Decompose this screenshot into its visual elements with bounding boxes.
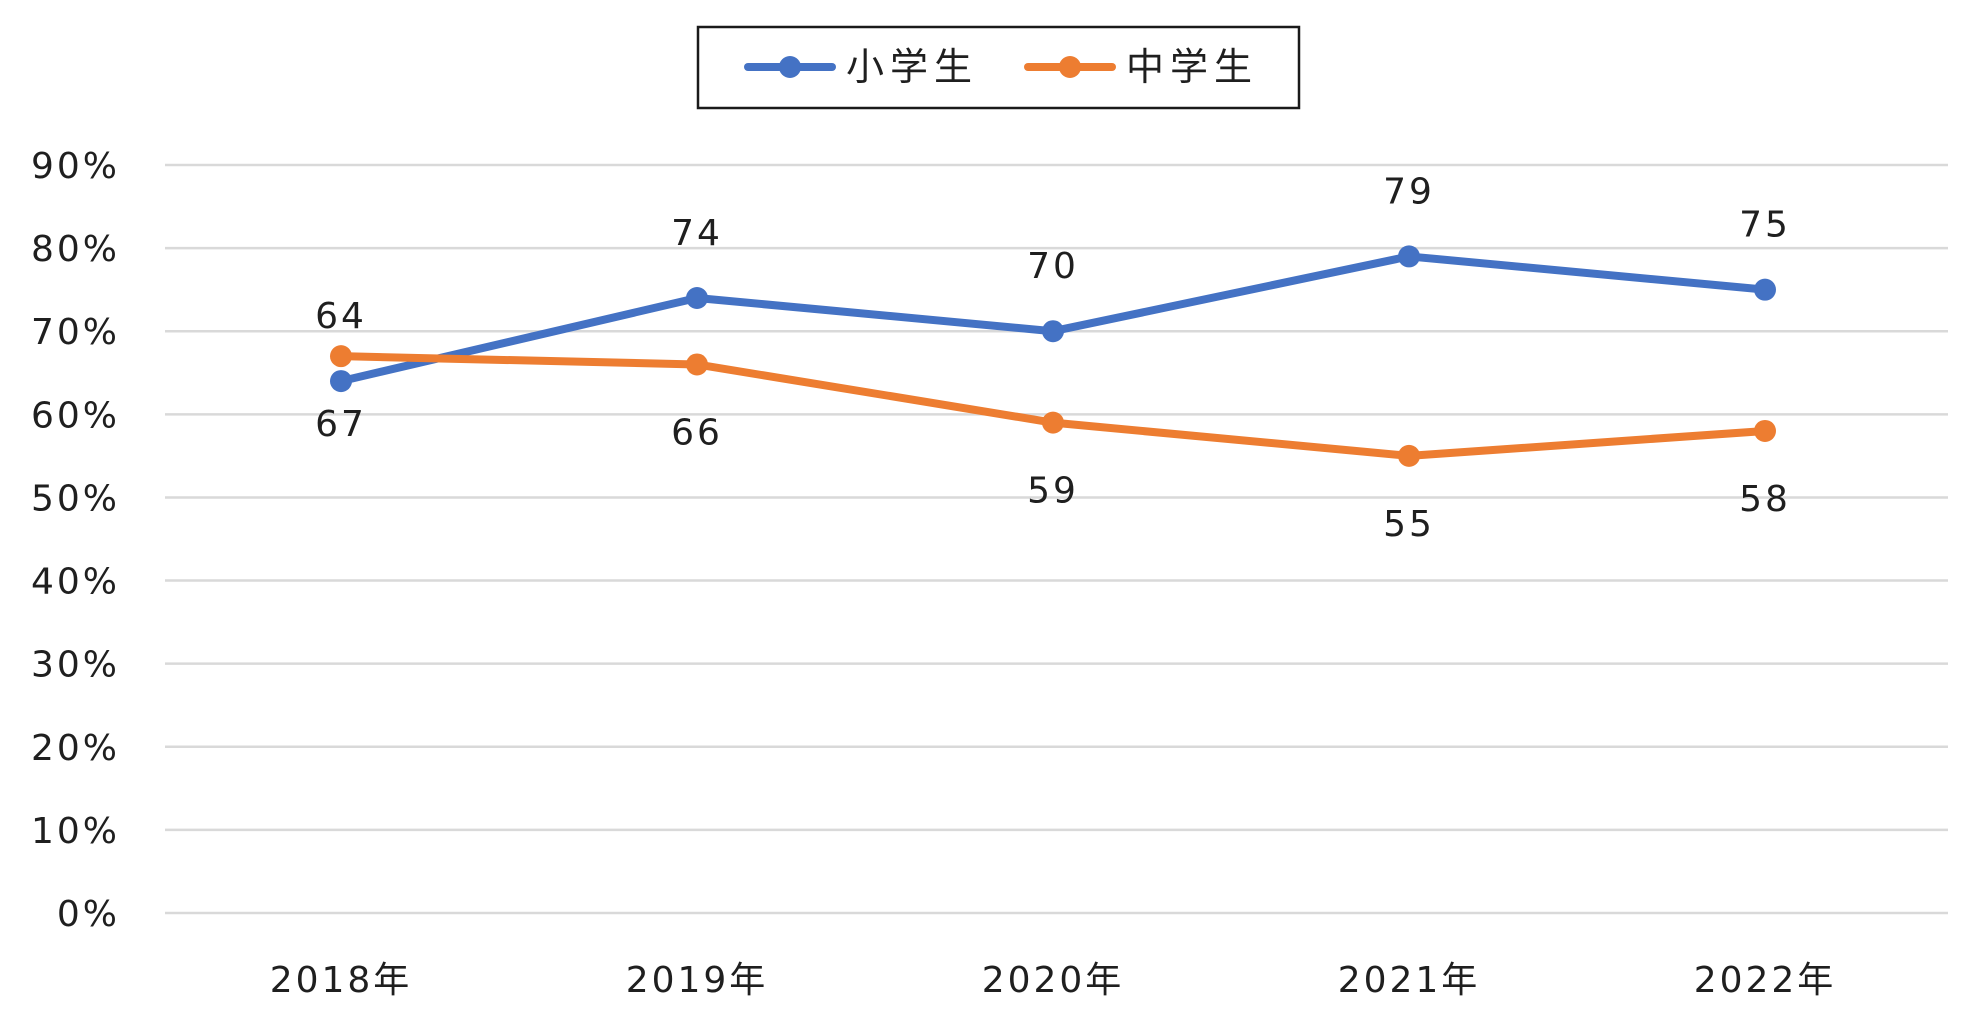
legend-marker xyxy=(1059,56,1081,78)
y-tick-label: 0% xyxy=(57,894,120,935)
legend-label: 小学生 xyxy=(846,45,978,89)
data-label: 58 xyxy=(1739,479,1791,520)
x-tick-label: 2022年 xyxy=(1694,960,1837,1001)
data-point xyxy=(1398,245,1420,268)
y-tick-label: 40% xyxy=(31,562,120,603)
data-point xyxy=(330,370,352,393)
legend-marker xyxy=(779,56,801,78)
data-label: 59 xyxy=(1027,471,1079,512)
data-point xyxy=(1042,411,1064,434)
data-point xyxy=(330,345,352,368)
y-tick-label: 90% xyxy=(31,146,120,187)
x-axis: 2018年 2019年 2020年 2021年 2022年 xyxy=(270,960,1837,1001)
data-label: 70 xyxy=(1027,246,1079,287)
series-line xyxy=(337,352,1769,460)
data-point xyxy=(1754,419,1776,442)
y-tick-label: 70% xyxy=(31,312,120,353)
x-tick-label: 2021年 xyxy=(1338,960,1481,1001)
data-labels: 64 74 70 79 75 67 66 59 55 58 xyxy=(315,171,1791,545)
series-lines xyxy=(330,245,1776,467)
y-axis: 0% 10% 20% 30% 40% 50% 60% 70% 80% 90% xyxy=(31,146,120,935)
data-label: 67 xyxy=(315,404,367,445)
data-label: 79 xyxy=(1383,171,1435,212)
gridlines xyxy=(165,163,1948,915)
data-point xyxy=(1754,278,1776,301)
legend: 小学生 中学生 xyxy=(696,25,1301,110)
legend-label: 中学生 xyxy=(1126,45,1258,89)
y-tick-label: 80% xyxy=(31,229,120,270)
y-tick-label: 60% xyxy=(31,395,120,436)
data-label: 66 xyxy=(671,412,723,453)
data-label: 74 xyxy=(671,213,723,254)
y-tick-label: 10% xyxy=(31,811,120,852)
data-point xyxy=(1398,444,1420,467)
x-tick-label: 2020年 xyxy=(982,960,1125,1001)
y-tick-label: 20% xyxy=(31,728,120,769)
y-tick-label: 30% xyxy=(31,645,120,686)
y-tick-label: 50% xyxy=(31,478,120,519)
data-label: 75 xyxy=(1739,205,1791,246)
data-point xyxy=(686,286,708,309)
data-point xyxy=(1042,320,1064,343)
x-tick-label: 2019年 xyxy=(626,960,769,1001)
data-label: 55 xyxy=(1383,504,1435,545)
x-tick-label: 2018年 xyxy=(270,960,413,1001)
data-point xyxy=(686,353,708,376)
data-label: 64 xyxy=(315,296,367,337)
